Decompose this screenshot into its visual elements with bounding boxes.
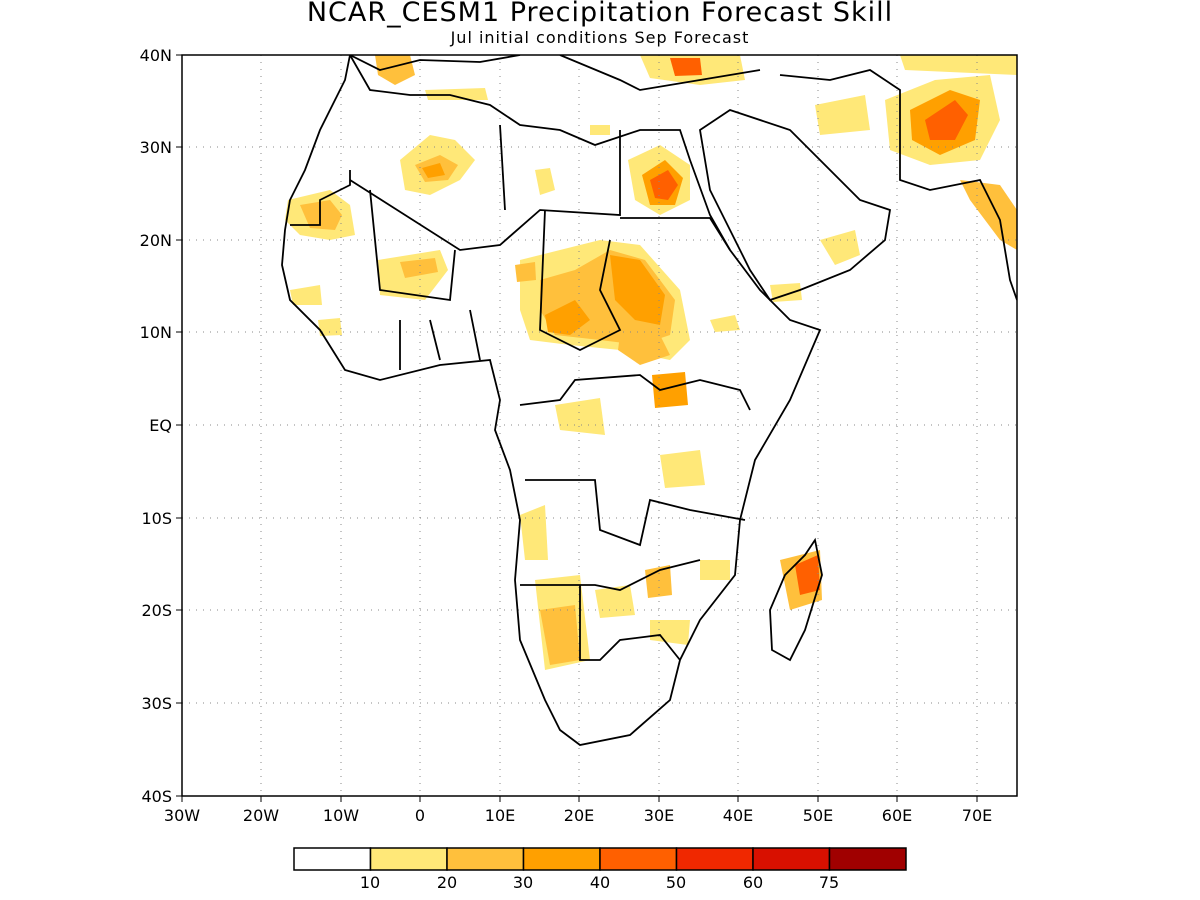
skill-patch xyxy=(422,163,445,178)
border xyxy=(399,309,481,370)
colorbar-box xyxy=(446,847,525,871)
arabia-coast xyxy=(699,109,892,302)
colorbar-box xyxy=(675,847,754,871)
chart-subtitle: Jul initial conditions Sep Forecast xyxy=(450,28,750,47)
x-axis-labels: 30W 20W 10W 0 10E 20E 30E 40E 50E 60E 70… xyxy=(164,806,992,825)
y-axis-labels: 40N 30N 20N 10N EQ 10S 20S 30S 40S xyxy=(140,46,172,806)
skill-patch xyxy=(535,168,555,195)
skill-patch xyxy=(300,200,342,230)
x-tick-label: 20W xyxy=(243,806,279,825)
coastlines xyxy=(281,55,1017,746)
skill-patch xyxy=(545,300,590,335)
colorbar-label: 75 xyxy=(819,873,839,892)
border xyxy=(499,124,506,211)
border xyxy=(539,209,622,352)
colorbar-label: 50 xyxy=(666,873,686,892)
y-tick-label: EQ xyxy=(149,416,172,435)
skill-patch xyxy=(425,88,488,100)
colorbar-label: 60 xyxy=(743,873,763,892)
africa-coast xyxy=(281,55,822,746)
x-tick-label: 50E xyxy=(803,806,833,825)
tick-marks xyxy=(176,54,978,802)
y-tick-label: 30S xyxy=(141,694,172,713)
skill-patch xyxy=(590,125,610,135)
x-tick-label: 30E xyxy=(644,806,674,825)
skill-patch xyxy=(700,560,730,580)
x-tick-label: 10E xyxy=(485,806,515,825)
y-tick-label: 10S xyxy=(141,509,172,528)
skill-patch xyxy=(670,58,702,76)
border xyxy=(519,374,751,411)
border xyxy=(369,189,456,302)
colorbar-box xyxy=(369,847,448,871)
x-tick-label: 30W xyxy=(164,806,200,825)
skill-patch xyxy=(595,585,635,618)
madagascar-coast xyxy=(769,537,823,662)
skill-patch xyxy=(795,555,820,595)
skill-patch xyxy=(540,605,580,665)
border xyxy=(349,130,621,251)
skill-patch xyxy=(375,55,415,85)
x-tick-label: 20E xyxy=(564,806,594,825)
y-tick-label: 40N xyxy=(140,46,172,65)
colorbar-label: 20 xyxy=(437,873,457,892)
skill-patch xyxy=(618,335,670,365)
y-tick-label: 20S xyxy=(141,601,172,620)
skill-patch xyxy=(290,285,322,305)
skill-patch xyxy=(400,258,438,278)
colorbar: 10 20 30 40 50 60 75 xyxy=(293,847,907,892)
skill-patch xyxy=(820,230,860,265)
x-tick-label: 40E xyxy=(723,806,753,825)
x-tick-label: 60E xyxy=(882,806,912,825)
colorbar-box xyxy=(293,847,372,871)
x-tick-label: 0 xyxy=(415,806,425,825)
skill-patch xyxy=(610,255,665,325)
colorbar-label: 30 xyxy=(513,873,533,892)
colorbar-box xyxy=(522,847,601,871)
y-tick-label: 20N xyxy=(140,231,172,250)
x-tick-label: 70E xyxy=(962,806,992,825)
europe-coast xyxy=(349,55,761,91)
y-tick-label: 40S xyxy=(141,787,172,806)
y-tick-label: 30N xyxy=(140,138,172,157)
skill-patch xyxy=(710,315,740,332)
colorbar-box xyxy=(828,847,907,871)
skill-patch xyxy=(925,100,968,140)
x-tick-label: 10W xyxy=(323,806,359,825)
skill-patch xyxy=(652,372,688,408)
asia-coast xyxy=(779,69,1017,301)
skill-patch xyxy=(900,55,1017,75)
skill-patch xyxy=(555,398,605,435)
chart-title: NCAR_CESM1 Precipitation Forecast Skill xyxy=(306,0,894,28)
border xyxy=(579,585,681,661)
skill-patch xyxy=(650,620,690,645)
skill-patch xyxy=(815,95,870,135)
y-tick-label: 10N xyxy=(140,323,172,342)
border xyxy=(525,479,746,547)
skill-patch xyxy=(660,450,705,488)
skill-patch xyxy=(515,262,536,282)
border xyxy=(620,217,731,251)
colorbar-box xyxy=(752,847,831,871)
skill-patch xyxy=(650,170,678,200)
colorbar-label: 10 xyxy=(360,873,380,892)
skill-patch xyxy=(520,505,548,560)
colorbar-label: 40 xyxy=(590,873,610,892)
colorbar-box xyxy=(599,847,678,871)
colorbar-boxes xyxy=(293,847,907,871)
border xyxy=(520,559,701,591)
